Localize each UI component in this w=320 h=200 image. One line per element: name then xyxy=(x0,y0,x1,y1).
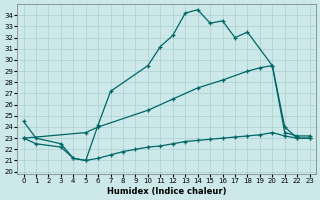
X-axis label: Humidex (Indice chaleur): Humidex (Indice chaleur) xyxy=(107,187,226,196)
